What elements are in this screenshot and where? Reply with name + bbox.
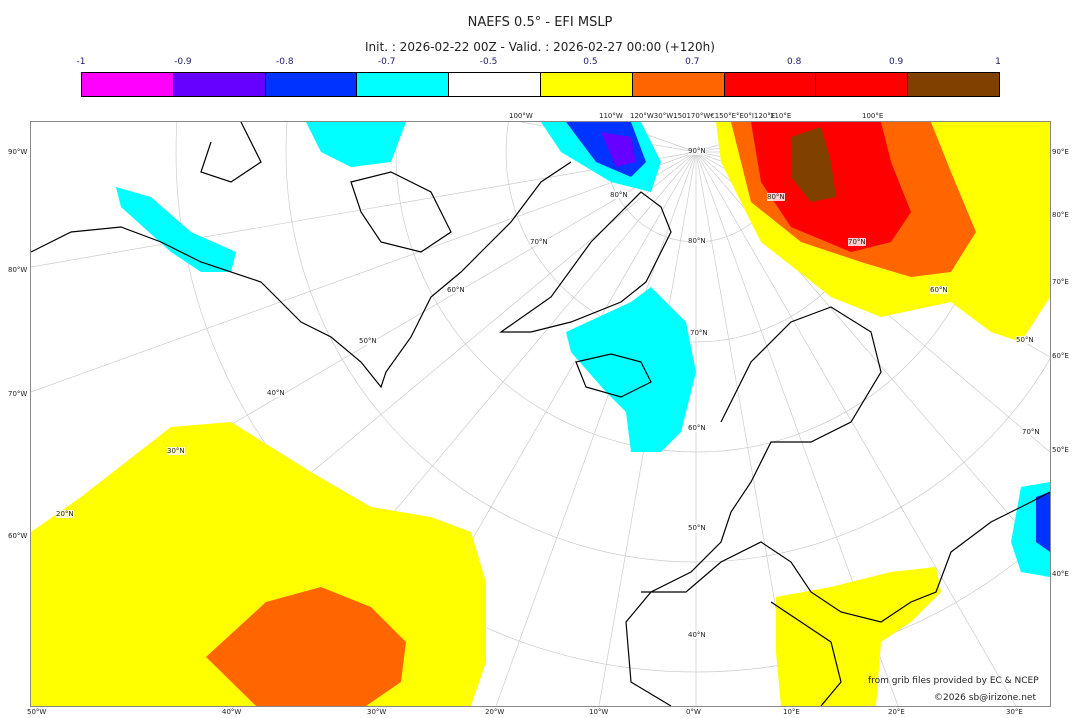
latitude-label: 80°N <box>688 237 706 245</box>
very-strong-negative-efi-region-greenland <box>601 132 636 167</box>
colorbar-segment <box>265 73 358 96</box>
longitude-label: 30°W <box>367 708 387 716</box>
longitude-label: 30°E <box>1006 708 1023 716</box>
colorbar-tick-label: -0.9 <box>174 57 192 67</box>
colorbar-segment <box>632 73 725 96</box>
longitude-label: 110°E <box>770 112 792 120</box>
strong-negative-efi-region-caspian <box>1036 492 1050 552</box>
colorbar-tick-label: -0.5 <box>479 57 498 67</box>
latitude-label: 80°N <box>610 191 628 199</box>
latitude-label: 80°N <box>767 193 785 201</box>
longitude-label: 20°W <box>485 708 505 716</box>
longitude-label: 40°W <box>222 708 242 716</box>
latitude-label: 40°N <box>688 631 706 639</box>
colorbar-tick-label: 1 <box>995 57 1001 67</box>
negative-efi-region-canada <box>116 187 236 272</box>
colorbar-tick-label: 0.7 <box>685 57 700 67</box>
longitude-label: 50°W <box>27 708 47 716</box>
latitude-label: 40°N <box>267 389 285 397</box>
map-subtitle: Init. : 2026-02-22 00Z - Valid. : 2026-0… <box>365 40 715 54</box>
extreme-efi-region-arctic <box>791 127 836 202</box>
longitude-label: 40°E <box>1052 570 1069 578</box>
longitude-label: 0°W <box>686 708 701 716</box>
colorbar-tick-label: 0.9 <box>888 57 904 67</box>
latitude-label: 60°N <box>930 286 948 294</box>
longitude-label: 80°E <box>1052 211 1069 219</box>
latitude-label: 70°N <box>1022 428 1040 436</box>
latitude-label: 50°N <box>1016 336 1034 344</box>
latitude-label: 70°N <box>530 238 548 246</box>
efi-shading <box>31 122 1050 706</box>
strong-positive-efi-region-atlantic <box>206 587 406 706</box>
negative-efi-region-iceland <box>566 287 696 452</box>
colorbar-tick-label: -0.8 <box>275 57 294 67</box>
latitude-label: 50°N <box>359 337 377 345</box>
map-title: NAEFS 0.5° - EFI MSLP <box>467 15 613 30</box>
latitude-label: 50°N <box>688 524 706 532</box>
colorbar-segment <box>908 73 999 96</box>
colorbar-segment <box>173 73 266 96</box>
positive-efi-region-mediterranean <box>776 567 941 706</box>
colorbar-segment <box>82 73 174 96</box>
longitude-label: 110°W <box>599 112 623 120</box>
map-canvas <box>31 122 1050 706</box>
latitude-label: 30°N <box>167 447 185 455</box>
longitude-label: 100°W <box>509 112 533 120</box>
map-panel <box>30 121 1051 707</box>
data-credit: from grib files provided by EC & NCEP <box>868 676 1039 686</box>
longitude-label: 60°E <box>1052 352 1069 360</box>
copyright: ©2026 sb@irizone.net <box>934 693 1036 703</box>
colorbar <box>81 72 1000 97</box>
colorbar-segment <box>540 73 633 96</box>
colorbar-tick-label: 0.5 <box>583 57 598 67</box>
longitude-label: 90°E <box>1052 148 1069 156</box>
longitude-label: 50°E <box>1052 446 1069 454</box>
latitude-label: 90°N <box>688 147 706 155</box>
latitude-label: 60°N <box>688 424 706 432</box>
longitude-label: 70°W <box>8 390 28 398</box>
longitude-label: 80°W <box>8 266 28 274</box>
coastlines <box>31 122 1050 706</box>
longitude-label: 10°E <box>783 708 800 716</box>
colorbar-segment <box>816 73 909 96</box>
longitude-label: 10°W <box>589 708 609 716</box>
negative-efi-region-arctic-cyan <box>306 122 406 167</box>
longitude-label: 70°E <box>1052 278 1069 286</box>
longitude-label: 20°E <box>888 708 905 716</box>
latitude-label: 70°N <box>848 238 866 246</box>
colorbar-tick-label: 0.8 <box>787 57 802 67</box>
latitude-label: 60°N <box>447 286 465 294</box>
colorbar-segment <box>357 73 450 96</box>
latitude-label: 20°N <box>56 510 74 518</box>
longitude-label: 100°E <box>862 112 884 120</box>
colorbar-tick-label: -0.7 <box>377 57 396 67</box>
longitude-label: 120°W30°W150170°W€150°E°E0°I120°E <box>630 112 776 120</box>
colorbar-segment <box>449 73 541 96</box>
colorbar-segment <box>724 73 817 96</box>
longitude-label: 90°W <box>8 148 28 156</box>
longitude-label: 60°W <box>8 532 28 540</box>
colorbar-tick-label: -1 <box>76 57 86 67</box>
latitude-label: 70°N <box>690 329 708 337</box>
